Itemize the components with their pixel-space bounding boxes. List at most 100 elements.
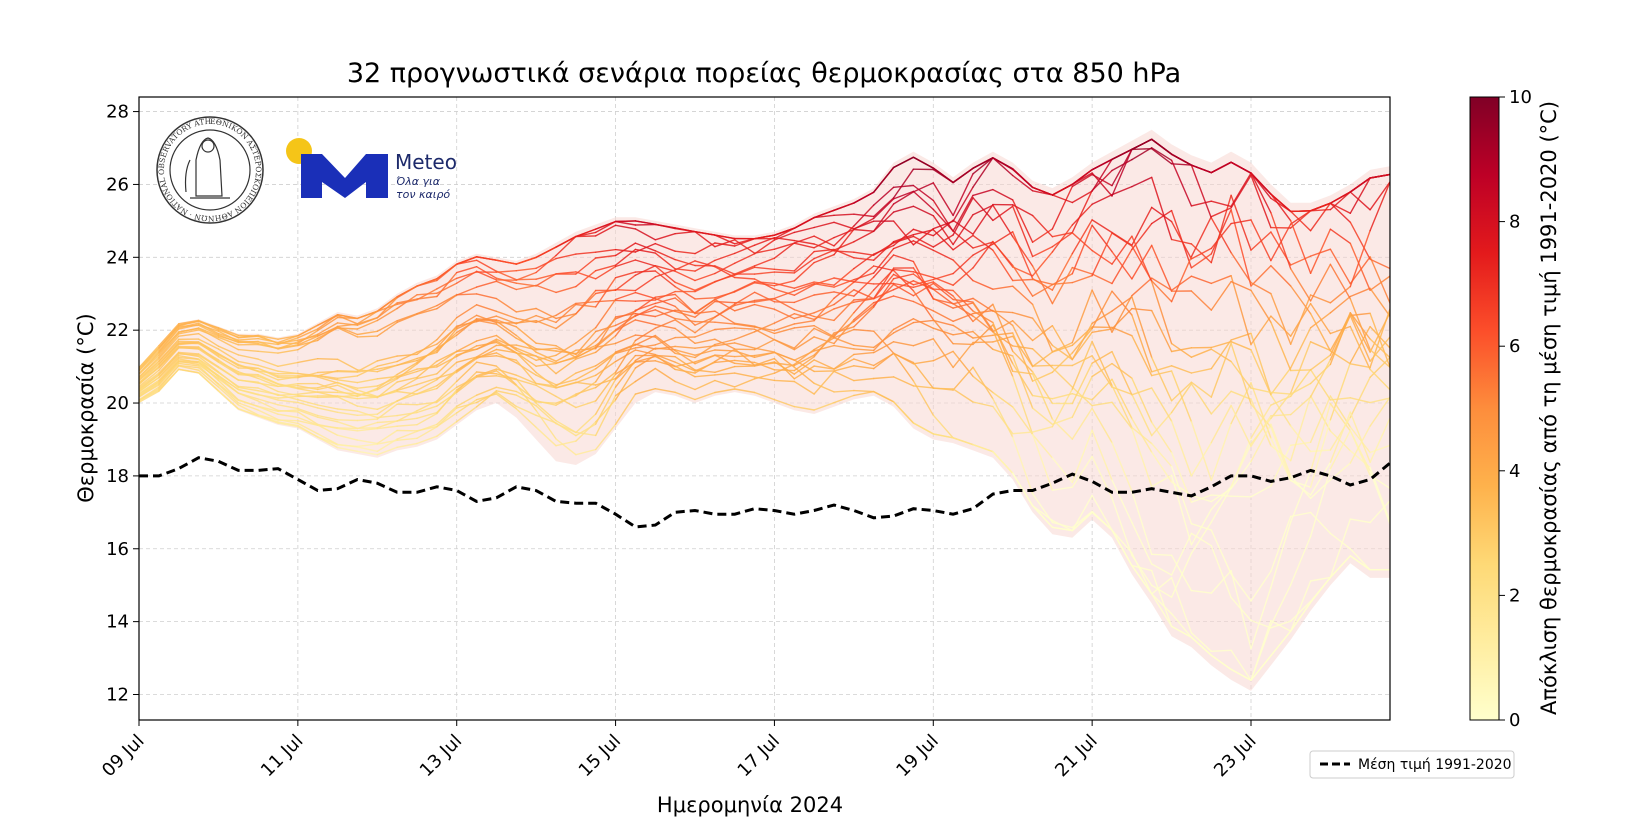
ensemble-member-segment [1012, 436, 1034, 495]
ensemble-member-segment [1051, 185, 1074, 230]
ensemble-member-segment [654, 309, 676, 320]
ensemble-member-segment [1329, 228, 1352, 245]
ensemble-member-segment [1369, 181, 1390, 232]
ensemble-member-segment [1111, 296, 1133, 312]
ensemble-member-segment [972, 157, 994, 175]
ensemble-member-segment [237, 363, 259, 372]
ensemble-member-segment [158, 360, 180, 383]
ensemble-member-segment [1270, 211, 1292, 270]
ensemble-member-segment [1170, 532, 1193, 576]
ensemble-member-segment [197, 333, 220, 347]
ensemble-member-segment [515, 278, 537, 281]
ensemble-member-segment [813, 365, 835, 370]
ensemble-member-segment [177, 364, 200, 369]
ensemble-member-segment [416, 278, 438, 287]
ensemble-member-segment [297, 424, 319, 438]
ensemble-member-segment [952, 219, 974, 235]
ensemble-member-segment [853, 230, 875, 243]
ensemble-member-segment [456, 266, 478, 274]
ensemble-member-segment [575, 344, 597, 355]
ensemble-member-segment [555, 422, 577, 434]
ensemble-member-segment [1329, 295, 1352, 314]
ensemble-member-segment [793, 356, 815, 372]
colorbar-tick-label: 6 [1509, 336, 1520, 357]
ensemble-member-segment [932, 167, 954, 184]
ensemble-member-segment [495, 297, 517, 313]
ensemble-member-segment [317, 376, 339, 384]
ensemble-member-segment [1071, 168, 1093, 186]
ensemble-member-segment [1111, 158, 1133, 172]
ensemble-member-segment [1091, 407, 1113, 444]
ensemble-member-segment [654, 250, 676, 261]
ensemble-member-segment [1289, 580, 1312, 632]
ensemble-member-segment [535, 426, 557, 447]
ensemble-member-segment [873, 273, 895, 300]
ensemble-member-segment [1349, 426, 1371, 454]
ensemble-member-segment [1289, 441, 1312, 446]
ensemble-member-segment [1051, 183, 1074, 196]
ensemble-member-segment [1031, 364, 1054, 367]
ensemble-member-segment [1091, 340, 1113, 387]
ensemble-member-segment [753, 391, 776, 401]
ensemble-member-segment [356, 369, 378, 373]
ensemble-member-segment [932, 433, 954, 439]
y-axis: 12 14 16 18 20 22 24 26 28 [106, 102, 139, 705]
ensemble-member-segment [1329, 202, 1352, 215]
y-tick-label: 20 [106, 393, 129, 414]
ensemble-member-segment [475, 293, 498, 300]
ensemble-member-segment [992, 303, 1014, 352]
ensemble-member-segment [1349, 425, 1371, 464]
ensemble-member-segment [1349, 376, 1371, 419]
ensemble-member-segment [1210, 545, 1232, 599]
ensemble-member-segment [217, 386, 240, 406]
ensemble-member-segment [356, 405, 378, 410]
ensemble-member-segment [396, 368, 418, 378]
ensemble-member-segment [1051, 486, 1074, 491]
ensemble-member-segment [1230, 275, 1252, 346]
ensemble-member-segment [952, 366, 974, 391]
ensemble-member-segment [1111, 185, 1133, 196]
ensemble-member-segment [416, 405, 438, 414]
ensemble-member-segment [1031, 278, 1054, 285]
ensemble-member-segment [396, 411, 418, 417]
ensemble-member-segment [336, 419, 359, 422]
ensemble-member-segment [277, 339, 299, 344]
ensemble-member-segment [1091, 350, 1113, 364]
ensemble-member-segment [1111, 386, 1133, 395]
ensemble-member-segment [1270, 265, 1292, 287]
ensemble-member-segment [297, 328, 319, 339]
ensemble-member-segment [1051, 366, 1074, 388]
ensemble-member-segment [416, 435, 438, 445]
ensemble-member-segment [1349, 325, 1371, 364]
ensemble-member-segment [416, 387, 438, 395]
ensemble-member-segment [1349, 314, 1371, 362]
meteo-tagline-1: Όλα για [396, 175, 441, 188]
ensemble-member-segment [1289, 600, 1312, 622]
ensemble-member-segment [158, 358, 180, 382]
ensemble-member-segment [1369, 181, 1390, 211]
ensemble-member-segment [952, 213, 974, 246]
ensemble-member-segment [217, 379, 240, 401]
ensemble-member-segment [1031, 493, 1054, 524]
ensemble-member-segment [654, 323, 676, 330]
ensemble-member-segment [197, 322, 220, 335]
ensemble-member-segment [714, 303, 736, 318]
ensemble-member-segment [694, 379, 716, 391]
ensemble-member-segment [1309, 263, 1332, 302]
ensemble-member-segment [336, 327, 359, 338]
ensemble-member-segment [336, 446, 359, 452]
ensemble-member-segment [1349, 411, 1371, 463]
ensemble-member-segment [1190, 164, 1213, 219]
ensemble-member-segment [575, 421, 597, 442]
ensemble-member-segment [575, 303, 597, 308]
ensemble-member-segment [1329, 555, 1352, 579]
ensemble-member-segment [992, 157, 1014, 177]
ensemble-member-segment [1071, 224, 1093, 275]
ensemble-member-segment [1270, 394, 1292, 427]
ensemble-member-segment [336, 408, 359, 412]
ensemble-member-segment [555, 393, 577, 406]
ensemble-member-segment [1051, 393, 1074, 400]
ensemble-member-segment [1210, 570, 1232, 594]
ensemble-member-segment [336, 375, 359, 379]
ensemble-member-segment [694, 361, 716, 372]
